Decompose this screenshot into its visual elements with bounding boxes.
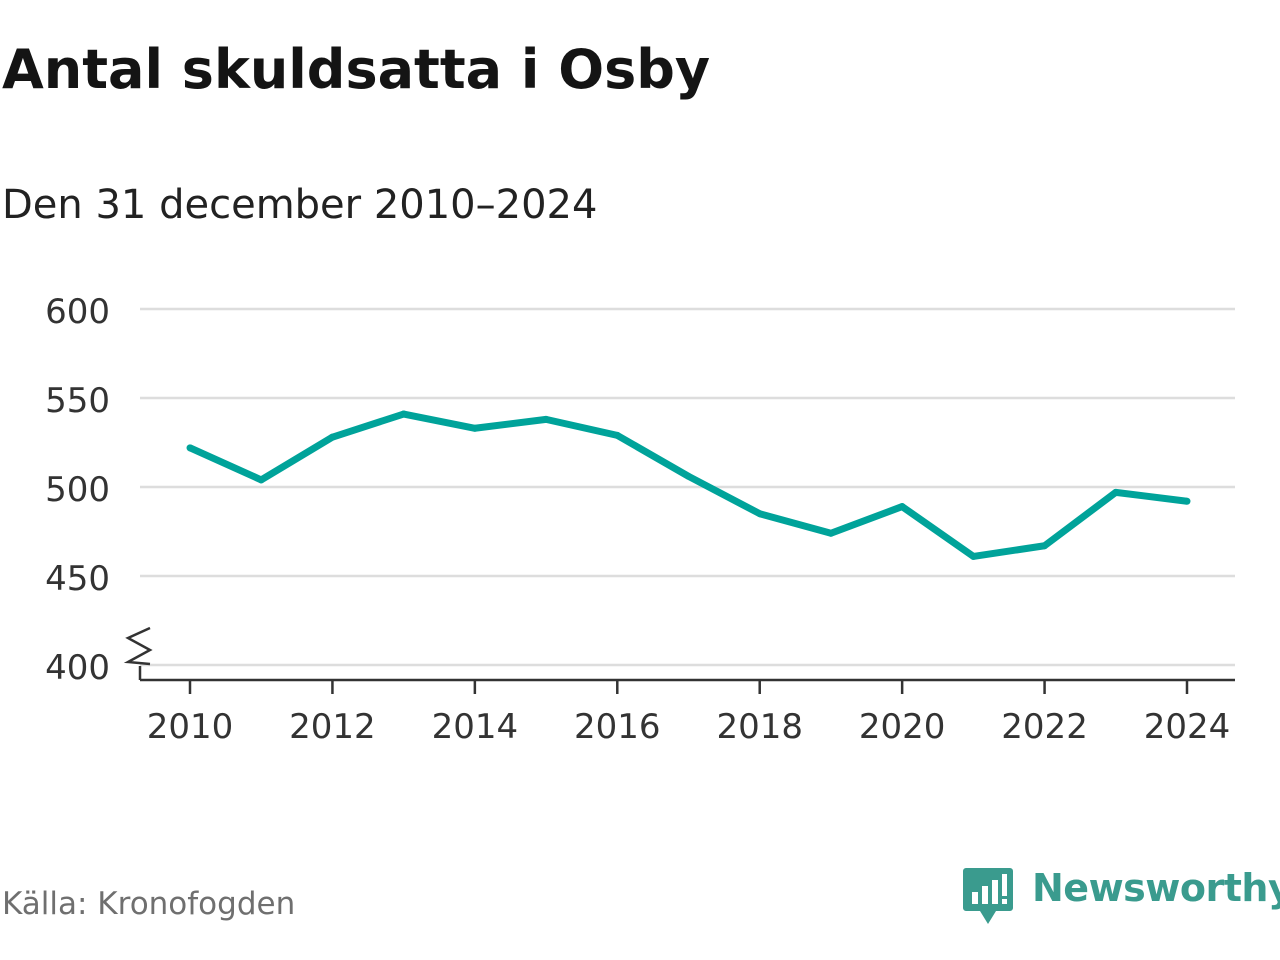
line-chart: 400 450 500 550 600 2010 2012 2014 2016 2018 2020… bbox=[45, 292, 1235, 747]
data-point-2021 bbox=[969, 552, 977, 560]
chart-title: Antal skuldsatta i Osby bbox=[2, 38, 711, 101]
source-note: Källa: Kronofogden bbox=[2, 886, 296, 922]
newsworthy-logo-icon bbox=[963, 868, 1013, 924]
x-tick-label-2010: 2010 bbox=[147, 707, 234, 747]
series bbox=[186, 410, 1191, 560]
x-tick-label-2016: 2016 bbox=[574, 707, 661, 747]
y-tick-label-600: 600 bbox=[45, 292, 110, 332]
x-tick-label-2024: 2024 bbox=[1144, 707, 1231, 747]
brand-name: Newsworthy bbox=[1032, 866, 1280, 910]
data-point-2020 bbox=[898, 503, 906, 511]
y-tick-labels: 400 450 500 550 600 bbox=[45, 292, 110, 688]
series-line bbox=[188, 410, 1188, 560]
data-point-2016 bbox=[613, 431, 621, 439]
y-tick-label-550: 550 bbox=[45, 381, 110, 421]
x-tick-label-2014: 2014 bbox=[432, 707, 519, 747]
axis-break-icon bbox=[123, 626, 153, 666]
data-point-2019 bbox=[827, 529, 835, 537]
data-point-2023 bbox=[1112, 488, 1120, 496]
y-tick-label-500: 500 bbox=[45, 470, 110, 510]
data-point-2013 bbox=[400, 410, 408, 418]
x-tick-label-2018: 2018 bbox=[716, 707, 803, 747]
y-tick-label-400: 400 bbox=[45, 648, 110, 688]
x-tick-labels: 2010 2012 2014 2016 2018 2020 2022 2024 bbox=[147, 707, 1231, 747]
data-point-2010 bbox=[186, 444, 194, 452]
brand-logo: Newsworthy bbox=[962, 862, 1280, 928]
data-point-2024 bbox=[1183, 497, 1191, 505]
data-point-2022 bbox=[1041, 542, 1049, 550]
x-tick-label-2012: 2012 bbox=[289, 707, 376, 747]
x-tick-label-2020: 2020 bbox=[859, 707, 946, 747]
x-tick-label-2022: 2022 bbox=[1001, 707, 1088, 747]
data-point-2011 bbox=[257, 476, 265, 484]
data-point-2014 bbox=[471, 424, 479, 432]
chart-subtitle: Den 31 december 2010–2024 bbox=[2, 182, 598, 228]
grid-lines bbox=[140, 307, 1235, 667]
data-point-2018 bbox=[756, 510, 764, 518]
data-point-2015 bbox=[542, 415, 550, 423]
data-point-2017 bbox=[685, 472, 692, 480]
y-tick-label-450: 450 bbox=[45, 559, 110, 599]
x-axis bbox=[123, 626, 1235, 694]
data-point-2012 bbox=[328, 433, 336, 441]
